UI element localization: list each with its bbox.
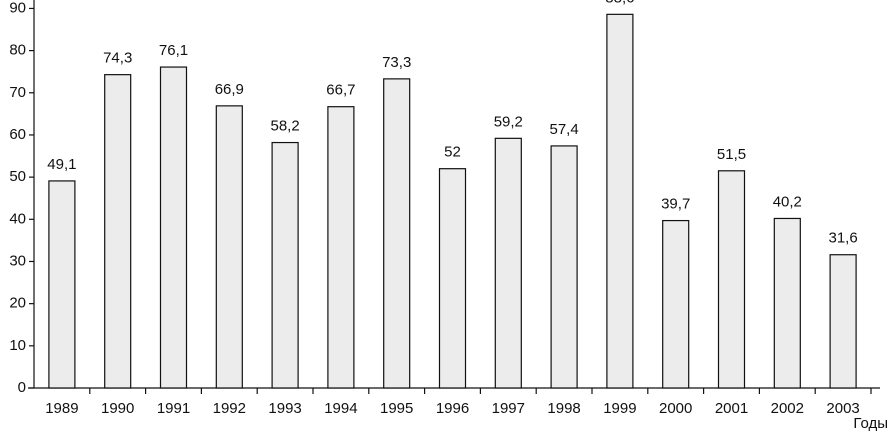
- bar: [271, 141, 299, 389]
- y-tick-label: 50: [9, 168, 26, 185]
- bar: [48, 180, 76, 389]
- x-tick-label: 1991: [157, 400, 190, 417]
- x-tick-label: 1992: [213, 400, 246, 417]
- bar: [550, 145, 578, 389]
- x-tick-label: 2000: [659, 400, 692, 417]
- value-label: 40,2: [773, 193, 802, 210]
- bar: [773, 217, 801, 389]
- y-tick-label: 60: [9, 126, 26, 143]
- y-tick-label: 80: [9, 42, 26, 59]
- x-tick-label: 1995: [380, 400, 413, 417]
- value-label: 57,4: [549, 121, 578, 138]
- value-label: 88,6: [605, 0, 634, 6]
- bar: [438, 168, 467, 389]
- value-label: 58,2: [270, 118, 299, 135]
- value-label: 66,7: [326, 82, 355, 99]
- bar: [494, 137, 522, 389]
- value-label: 31,6: [828, 230, 857, 247]
- x-tick-label: 1997: [492, 400, 525, 417]
- x-tick-label: 2002: [771, 400, 804, 417]
- y-tick-label: 90: [9, 0, 26, 16]
- y-tick-label: 70: [9, 84, 26, 101]
- bar: [327, 106, 355, 389]
- bar: [829, 254, 857, 389]
- y-tick-label: 10: [9, 337, 26, 354]
- bar: [159, 66, 188, 389]
- x-tick-label: 1990: [101, 400, 134, 417]
- value-label: 39,7: [661, 196, 690, 213]
- x-tick-label: 1996: [436, 400, 469, 417]
- value-label: 74,3: [103, 50, 132, 67]
- y-tick-label: 20: [9, 295, 26, 312]
- x-tick-label: 1998: [547, 400, 580, 417]
- x-tick-label: 1993: [268, 400, 301, 417]
- bar: [215, 105, 243, 389]
- value-label: 49,1: [47, 156, 76, 173]
- value-label: 52: [444, 144, 461, 161]
- value-label: 66,9: [215, 81, 244, 98]
- value-label: 59,2: [494, 113, 523, 130]
- value-label: 73,3: [382, 54, 411, 71]
- x-tick-label: 1994: [324, 400, 357, 417]
- value-label: 76,1: [159, 42, 188, 59]
- bar: [383, 78, 411, 389]
- y-tick-label: 30: [9, 252, 26, 269]
- bar: [662, 219, 690, 389]
- x-tick-label: 1999: [603, 400, 636, 417]
- y-tick-label: 0: [18, 379, 26, 396]
- bar: [606, 13, 634, 389]
- bar: [717, 170, 746, 389]
- x-tick-label: 1989: [45, 400, 78, 417]
- y-tick-label: 40: [9, 210, 26, 227]
- x-axis-title: Годы: [853, 415, 888, 432]
- bar: [104, 74, 132, 389]
- value-label: 51,5: [717, 146, 746, 163]
- x-tick-label: 2001: [715, 400, 748, 417]
- x-tick-label: 2003: [826, 400, 859, 417]
